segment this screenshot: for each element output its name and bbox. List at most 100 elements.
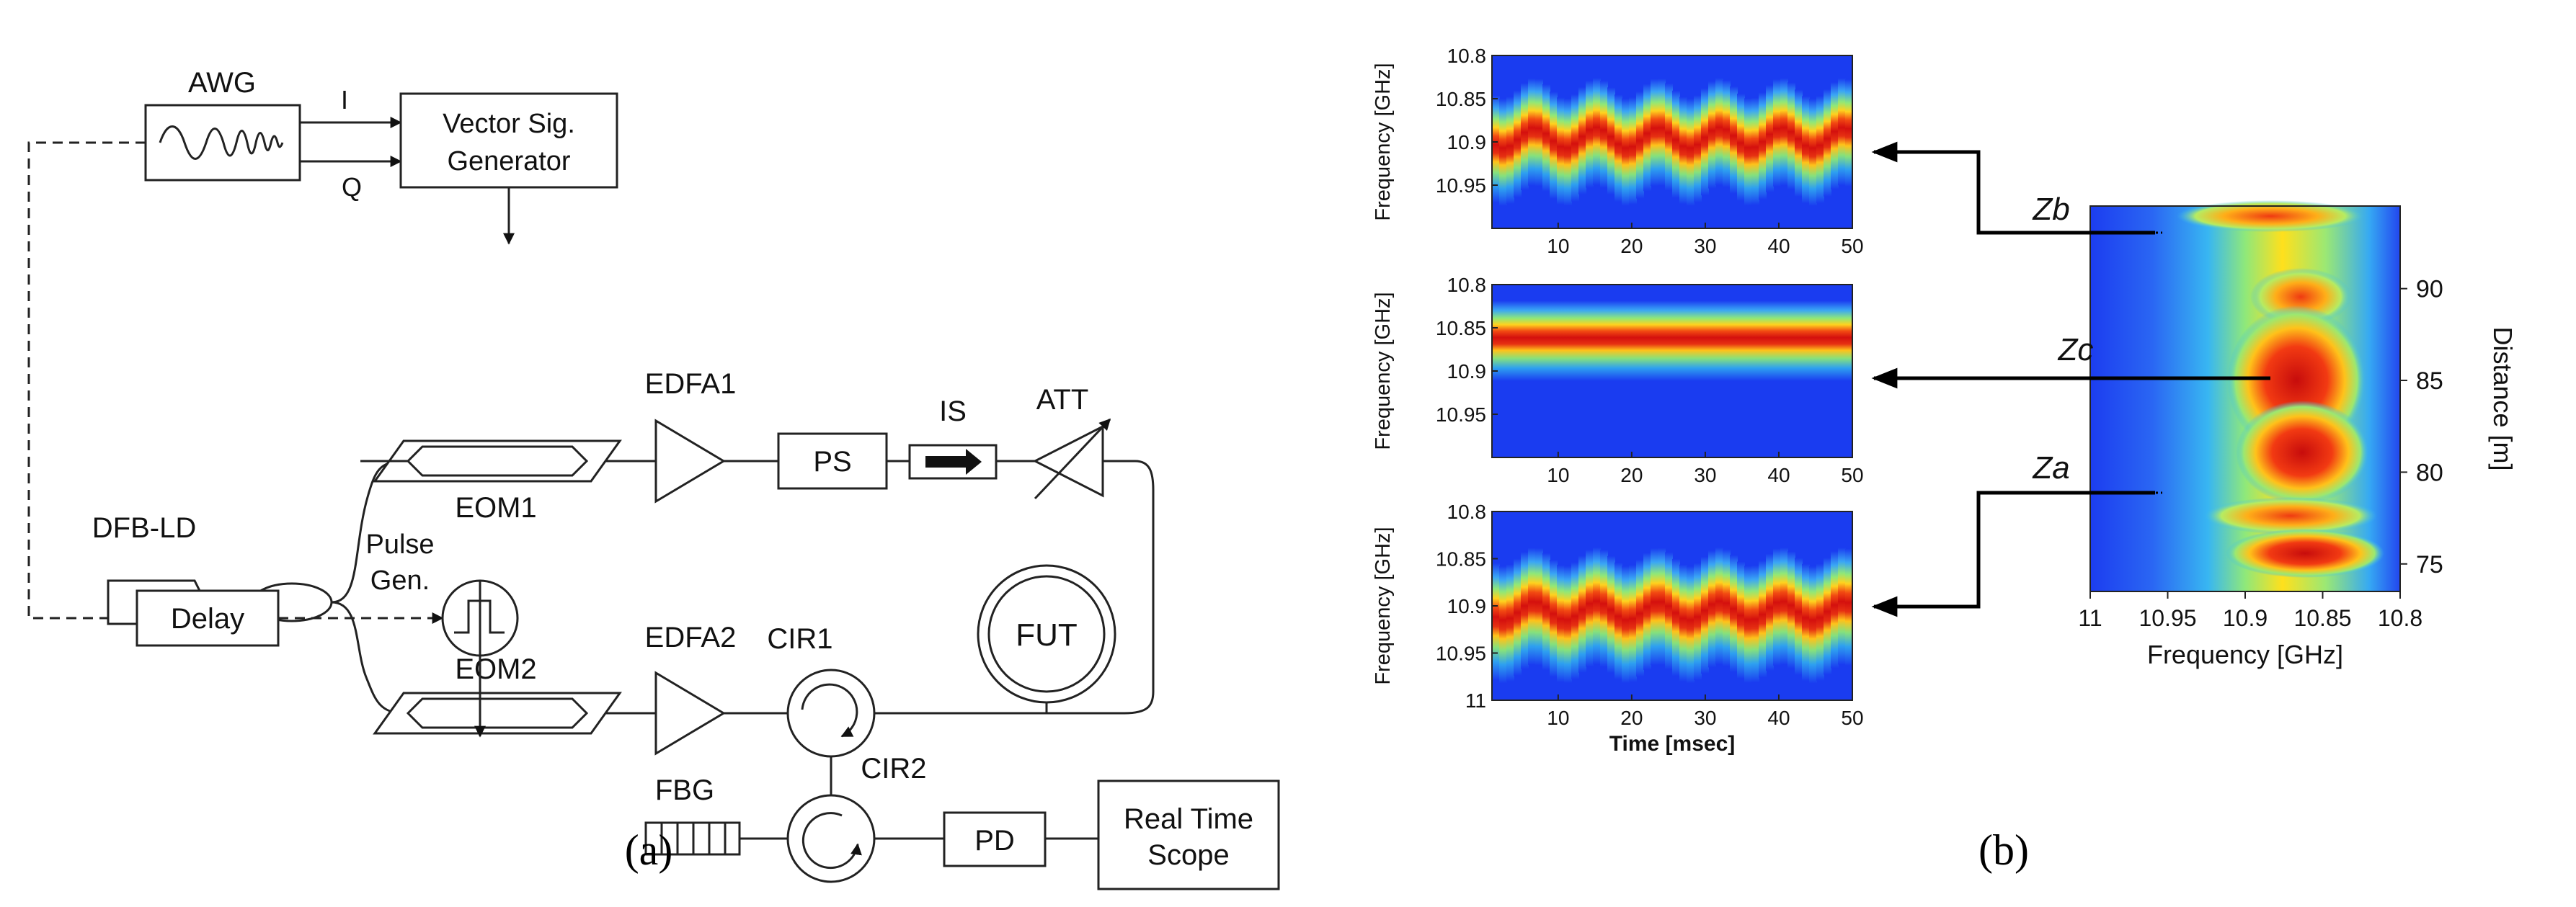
x-tick-label: 10 bbox=[1547, 464, 1569, 486]
heatmap-band-segment bbox=[1499, 566, 1507, 684]
heatmap-band-segment bbox=[1550, 300, 1558, 381]
heatmap-band-segment bbox=[1658, 300, 1666, 381]
heatmap-band-segment bbox=[1600, 550, 1608, 667]
heatmap-band-segment bbox=[1542, 300, 1550, 381]
cir1-circulator-icon bbox=[786, 669, 876, 758]
fut-label: FUT bbox=[1016, 617, 1078, 653]
edfa1-amplifier-icon bbox=[654, 419, 726, 504]
heatmap-band-segment bbox=[1615, 94, 1622, 202]
heatmap-band-segment bbox=[1521, 83, 1529, 191]
measurement-results: 10.8 10.85 10.9 10.95 10 20 30 40 50 Frequency [G… bbox=[1372, 45, 2518, 874]
annotation-dotted-lines bbox=[2090, 231, 2162, 494]
heatmap-band-segment bbox=[1514, 90, 1522, 198]
y-tick-label: 85 bbox=[2416, 367, 2443, 395]
heatmap-band-segment bbox=[1730, 86, 1738, 194]
heatmap-band-segment bbox=[1643, 84, 1651, 192]
eom2-label: EOM2 bbox=[455, 653, 536, 685]
zc-label: Zc bbox=[2058, 332, 2094, 367]
heatmap-band-segment bbox=[1744, 98, 1752, 206]
heatmap-band-segment bbox=[1665, 300, 1673, 381]
edfa1-label: EDFA1 bbox=[645, 368, 737, 400]
heatmap-middle: 10.8 10.85 10.9 10.95 10 20 30 40 50 Frequency [G… bbox=[1372, 274, 1864, 486]
heatmap-band-segment bbox=[1593, 547, 1601, 665]
heatmap-band-segment bbox=[1629, 97, 1637, 205]
heatmap-band-segment bbox=[1708, 81, 1716, 189]
heatmap-band-segment bbox=[1679, 97, 1687, 205]
heatmap-band-segment bbox=[1586, 80, 1594, 188]
heatmap-band-segment bbox=[1571, 562, 1579, 679]
scope-label-line2: Scope bbox=[1147, 839, 1229, 871]
heatmap-band-segment bbox=[1694, 300, 1702, 381]
awg-to-delay-dashed-line bbox=[27, 141, 146, 624]
q-label: Q bbox=[342, 172, 362, 202]
heatmap-band-segment bbox=[1766, 84, 1774, 192]
heatmap-band-segment bbox=[1564, 300, 1572, 381]
heatmap-band-segment bbox=[1499, 300, 1507, 381]
heatmap-band-segment bbox=[1838, 548, 1846, 665]
heatmap-band-segment bbox=[1766, 553, 1774, 671]
heatmap-band-segment bbox=[1687, 300, 1695, 381]
heatmap-band-segment bbox=[1759, 300, 1767, 381]
heatmap-band-segment bbox=[1636, 91, 1644, 199]
heatmap-band-segment bbox=[1780, 78, 1788, 186]
fiber-loop-right bbox=[1096, 460, 1155, 715]
heatmap-band-segment bbox=[1586, 550, 1594, 667]
heatmap-band-segment bbox=[1759, 92, 1767, 200]
y-axis-label: Frequency [GHz] bbox=[1372, 527, 1395, 684]
fbg-label: FBG bbox=[655, 774, 714, 806]
awg-waveform-icon bbox=[159, 125, 284, 160]
pulse-label-line2: Gen. bbox=[370, 566, 430, 596]
heatmap-band-segment bbox=[1737, 561, 1745, 679]
heatmap-band-segment bbox=[1636, 300, 1644, 381]
pulse-label-line1: Pulse bbox=[365, 530, 434, 560]
heatmap-band-segment bbox=[1751, 300, 1759, 381]
heatmap-band-segment bbox=[1802, 300, 1810, 381]
x-tick-label: 30 bbox=[1694, 707, 1716, 729]
att-label: ATT bbox=[1036, 384, 1089, 416]
caption-a: (a) bbox=[625, 826, 673, 874]
awg-block: AWG bbox=[144, 67, 301, 182]
x-tick-label: 10.8 bbox=[2378, 605, 2422, 631]
heatmap-band-segment bbox=[1723, 80, 1731, 187]
heatmap-band-segment bbox=[1802, 96, 1810, 204]
x-tick-label: 30 bbox=[1694, 235, 1716, 257]
heatmap-band-segment bbox=[1622, 566, 1630, 684]
heatmap-band-segment bbox=[1499, 98, 1507, 206]
heatmap-band-segment bbox=[1787, 551, 1795, 669]
pd-label: PD bbox=[974, 825, 1015, 857]
big-blob-lower bbox=[2236, 401, 2368, 504]
heatmap-band-segment bbox=[1535, 300, 1543, 381]
x-tick-label: 40 bbox=[1767, 464, 1790, 486]
heatmap-band-segment bbox=[1665, 83, 1673, 191]
big-heatmap-axes: 11 10.95 10.9 10.85 10.8 75 80 85 90 Frequency [G… bbox=[2078, 276, 2518, 669]
y-axis-label: Frequency [GHz] bbox=[1372, 292, 1395, 450]
vector-signal-generator-box bbox=[399, 92, 618, 189]
heatmap-band-segment bbox=[1550, 91, 1558, 200]
heatmap-band-segment bbox=[1521, 300, 1529, 381]
y-tick-label: 10.8 bbox=[1447, 45, 1487, 67]
fut-coil-inner bbox=[987, 575, 1106, 693]
heatmap-band-segment bbox=[1514, 300, 1522, 381]
big-blob-za bbox=[2204, 497, 2377, 535]
isolator-arrow-icon bbox=[925, 449, 982, 475]
x-tick-label: 10.95 bbox=[2138, 605, 2196, 631]
x-axis-label: Frequency [GHz] bbox=[2147, 640, 2343, 669]
heatmap-band-segment bbox=[1600, 300, 1608, 381]
heatmap-band-segment bbox=[1708, 300, 1716, 381]
heatmap-band-segment bbox=[1578, 555, 1586, 673]
heatmap-band-segment bbox=[1795, 89, 1803, 197]
heatmap-band-segment bbox=[1607, 87, 1615, 195]
heatmap-band-segment bbox=[1557, 300, 1565, 381]
y-tick-label: 10.9 bbox=[1447, 595, 1487, 617]
is-label: IS bbox=[939, 396, 967, 427]
heatmap-band-segment bbox=[1701, 88, 1709, 196]
heatmap-band-segment bbox=[1831, 81, 1839, 189]
heatmap-band-segment bbox=[1622, 300, 1630, 381]
x-tick-label: 30 bbox=[1694, 464, 1716, 486]
y-tick-label: 10.8 bbox=[1447, 274, 1487, 296]
heatmap-band-segment bbox=[1679, 300, 1687, 381]
y-tick-label: 10.95 bbox=[1436, 174, 1486, 197]
zb-connector-arrow bbox=[1871, 141, 2155, 235]
x-tick-label: 20 bbox=[1620, 707, 1643, 729]
